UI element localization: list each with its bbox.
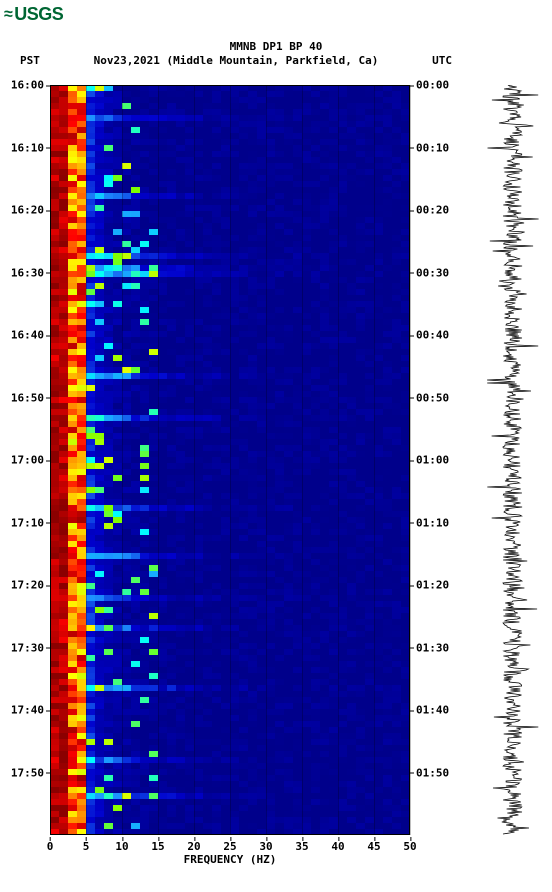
ytick-right: 01:30 bbox=[416, 641, 449, 654]
ytick-right: 01:50 bbox=[416, 766, 449, 779]
ytick-right: 01:00 bbox=[416, 454, 449, 467]
xtick: 20 bbox=[187, 840, 200, 853]
chart-subtitle-row: PST Nov23,2021 (Middle Mountain, Parkfie… bbox=[0, 54, 552, 68]
logo-text: USGS bbox=[14, 4, 63, 24]
y-axis-right: 00:0000:1000:2000:3000:4000:5001:0001:10… bbox=[412, 85, 462, 835]
xtick: 40 bbox=[331, 840, 344, 853]
chart-title: MMNB DP1 BP 40 bbox=[0, 40, 552, 54]
chart-title-block: MMNB DP1 BP 40 PST Nov23,2021 (Middle Mo… bbox=[0, 40, 552, 69]
ytick-left: 17:40 bbox=[0, 704, 44, 717]
waveform-trace bbox=[485, 85, 540, 835]
xtick: 50 bbox=[403, 840, 416, 853]
ytick-right: 00:00 bbox=[416, 79, 449, 92]
ytick-left: 16:50 bbox=[0, 391, 44, 404]
ytick-left: 17:00 bbox=[0, 454, 44, 467]
left-tz-label: PST bbox=[20, 54, 40, 68]
ytick-left: 17:30 bbox=[0, 641, 44, 654]
ytick-left: 17:20 bbox=[0, 579, 44, 592]
date-location-label: Nov23,2021 (Middle Mountain, Parkfield, … bbox=[94, 54, 379, 68]
xtick: 0 bbox=[47, 840, 54, 853]
ytick-right: 00:40 bbox=[416, 329, 449, 342]
xtick: 25 bbox=[223, 840, 236, 853]
right-tz-label: UTC bbox=[432, 54, 452, 68]
ytick-right: 01:20 bbox=[416, 579, 449, 592]
xtick: 30 bbox=[259, 840, 272, 853]
xtick: 5 bbox=[83, 840, 90, 853]
ytick-left: 17:50 bbox=[0, 766, 44, 779]
ytick-left: 16:00 bbox=[0, 79, 44, 92]
y-axis-left: 16:0016:1016:2016:3016:4016:5017:0017:10… bbox=[0, 85, 48, 835]
logo-wave-glyph: ≈ bbox=[4, 6, 12, 24]
ytick-right: 00:30 bbox=[416, 266, 449, 279]
ytick-right: 01:40 bbox=[416, 704, 449, 717]
usgs-logo: ≈USGS bbox=[4, 4, 63, 25]
spectrogram-plot bbox=[50, 85, 410, 835]
ytick-right: 00:20 bbox=[416, 204, 449, 217]
xtick: 10 bbox=[115, 840, 128, 853]
ytick-right: 00:50 bbox=[416, 391, 449, 404]
ytick-left: 16:30 bbox=[0, 266, 44, 279]
x-axis-label: FREQUENCY (HZ) bbox=[50, 853, 410, 866]
ytick-left: 17:10 bbox=[0, 516, 44, 529]
xtick: 35 bbox=[295, 840, 308, 853]
xtick: 45 bbox=[367, 840, 380, 853]
ytick-right: 00:10 bbox=[416, 141, 449, 154]
ytick-left: 16:40 bbox=[0, 329, 44, 342]
xtick: 15 bbox=[151, 840, 164, 853]
ytick-right: 01:10 bbox=[416, 516, 449, 529]
ytick-left: 16:10 bbox=[0, 141, 44, 154]
ytick-left: 16:20 bbox=[0, 204, 44, 217]
